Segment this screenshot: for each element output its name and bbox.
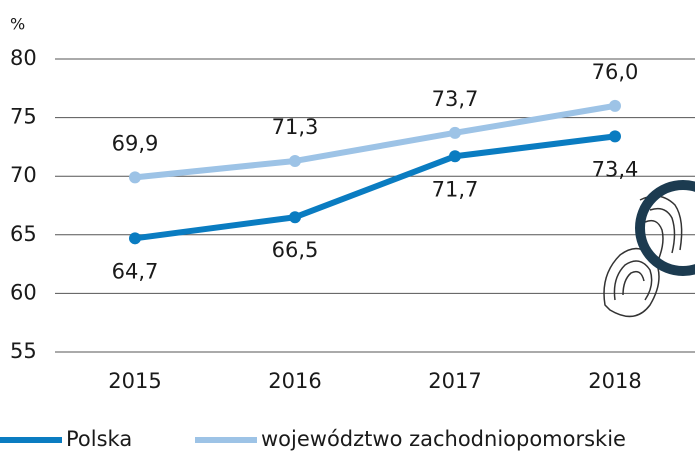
- y-tick-label: 70: [10, 163, 37, 187]
- point: [129, 232, 141, 244]
- y-tick-label: 55: [10, 339, 37, 363]
- point: [449, 150, 461, 162]
- y-tick-label: 65: [10, 222, 37, 246]
- x-tick-label: 2015: [108, 369, 161, 393]
- data-label: 66,5: [272, 238, 319, 262]
- point: [609, 100, 621, 112]
- chart: 55 60 65 70 75 80 2015 2016 2017 2018 64,7 66,5 71,7…: [0, 0, 695, 457]
- y-axis-unit: %: [10, 15, 25, 34]
- point: [129, 171, 141, 183]
- plot: 55 60 65 70 75 80 2015 2016 2017 2018 64,7 66,5 71,7…: [0, 46, 695, 451]
- legend-label: województwo zachodniopomorskie: [261, 427, 626, 451]
- point: [609, 130, 621, 142]
- y-tick-label: 75: [10, 105, 37, 129]
- y-tick-label: 80: [10, 46, 37, 70]
- series-line: [135, 106, 615, 177]
- data-label: 73,4: [592, 157, 639, 181]
- data-label: 76,0: [592, 60, 639, 84]
- y-tick-label: 60: [10, 280, 37, 304]
- point: [289, 211, 301, 223]
- x-tick-label: 2016: [268, 369, 321, 393]
- data-label: 71,3: [272, 115, 319, 139]
- fingerprint-icon: [604, 185, 695, 316]
- x-tick-label: 2018: [588, 369, 641, 393]
- data-label: 71,7: [432, 177, 479, 201]
- point: [449, 127, 461, 139]
- x-tick-label: 2017: [428, 369, 481, 393]
- series-line: [135, 136, 615, 238]
- data-label: 73,7: [432, 87, 479, 111]
- data-label: 64,7: [112, 259, 159, 283]
- point: [289, 155, 301, 167]
- data-label: 69,9: [112, 131, 159, 155]
- legend-label: Polska: [66, 427, 132, 451]
